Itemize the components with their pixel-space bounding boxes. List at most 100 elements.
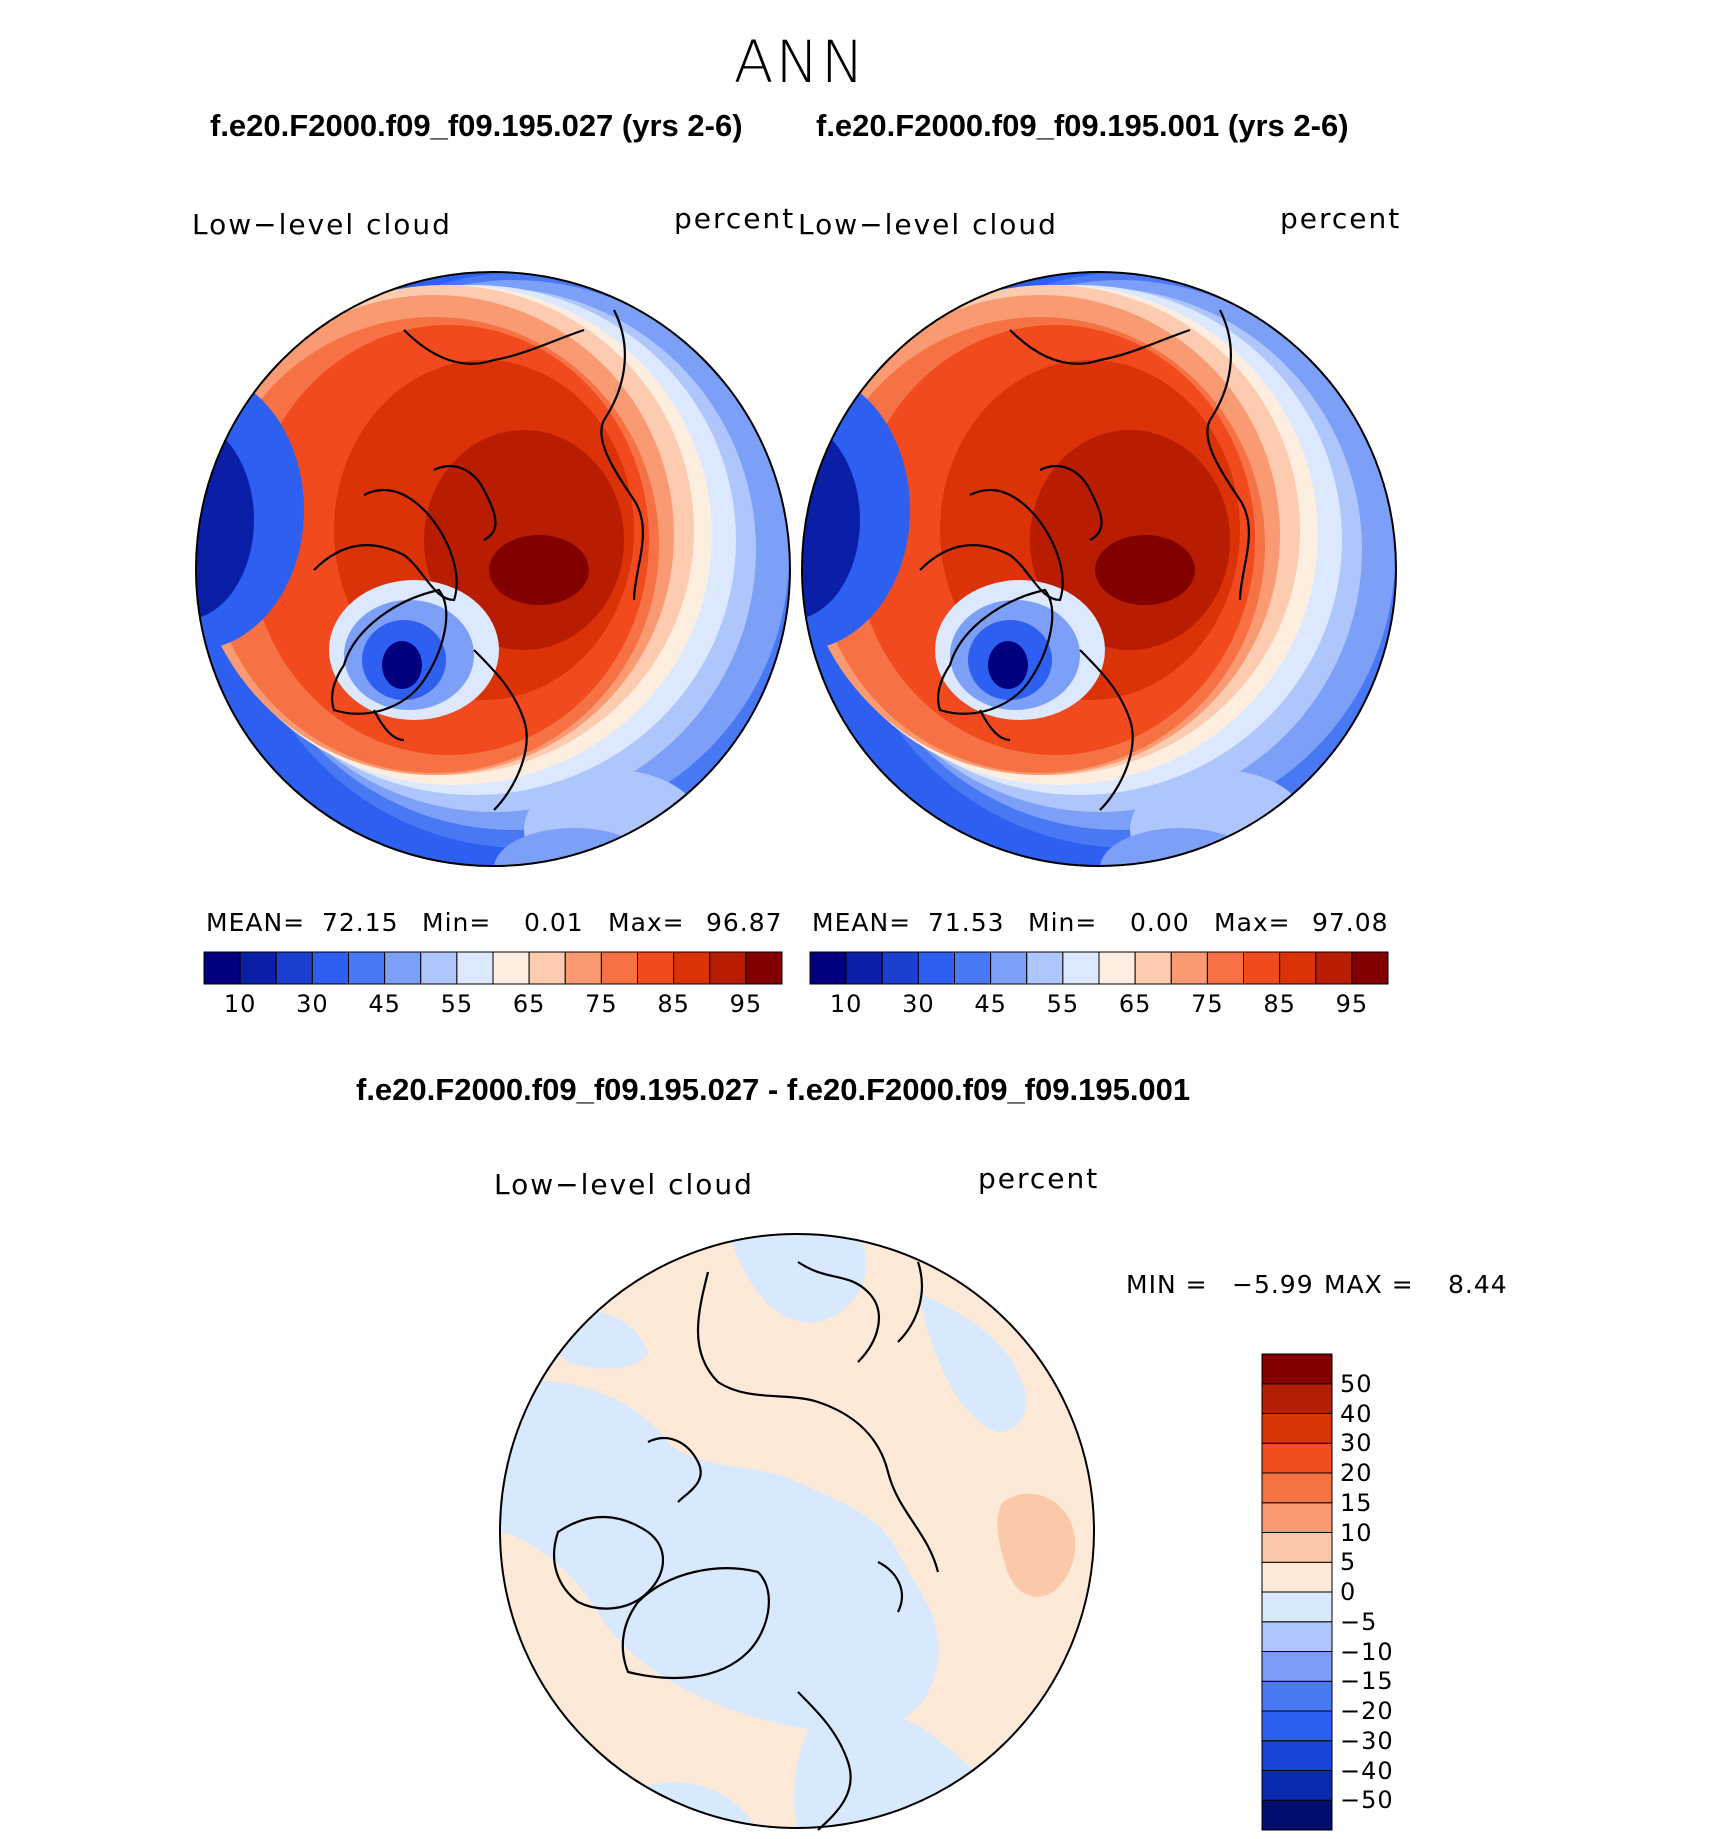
left-colorbar-swatch bbox=[673, 951, 711, 985]
right-colorbar bbox=[809, 951, 1389, 985]
left-mean-value: 72.15 bbox=[322, 908, 399, 937]
left-max-label: Max= bbox=[608, 908, 685, 937]
diff-colorbar-swatch bbox=[1261, 1799, 1333, 1831]
right-colorbar-ticks: 10 30 45 55 65 75 85 95 bbox=[810, 990, 1388, 1024]
left-min-label: Min= bbox=[422, 908, 492, 937]
left-colorbar-swatch bbox=[528, 951, 566, 985]
right-colorbar-swatch bbox=[1098, 951, 1136, 985]
left-colorbar-swatch bbox=[709, 951, 747, 985]
diff-colorbar bbox=[1261, 1353, 1333, 1831]
right-colorbar-tick-label: 45 bbox=[974, 990, 1007, 1018]
left-colorbar-swatch bbox=[637, 951, 675, 985]
left-colorbar-tick-label: 30 bbox=[296, 990, 329, 1018]
right-min-label: Min= bbox=[1028, 908, 1098, 937]
right-colorbar-swatch bbox=[1351, 951, 1389, 985]
diff-colorbar-swatch bbox=[1261, 1383, 1333, 1414]
left-colorbar-swatch bbox=[456, 951, 494, 985]
right-colorbar-swatch bbox=[1206, 951, 1244, 985]
right-colorbar-swatch bbox=[881, 951, 919, 985]
right-colorbar-swatch bbox=[954, 951, 992, 985]
right-colorbar-swatch bbox=[1026, 951, 1064, 985]
right-colorbar-swatch bbox=[990, 951, 1028, 985]
left-case-title: f.e20.F2000.f09_f09.195.027 (yrs 2-6) bbox=[210, 108, 743, 143]
left-colorbar-swatch bbox=[420, 951, 458, 985]
left-polar-map bbox=[195, 271, 791, 867]
diff-colorbar-swatch bbox=[1261, 1680, 1333, 1712]
diff-colorbar-tick-label: 40 bbox=[1340, 1399, 1373, 1428]
diff-case-title: f.e20.F2000.f09_f09.195.027 - f.e20.F200… bbox=[356, 1072, 1191, 1107]
diff-colorbar-tick-label: 10 bbox=[1340, 1518, 1373, 1547]
left-colorbar-ticks: 10 30 45 55 65 75 85 95 bbox=[204, 990, 782, 1024]
left-colorbar-swatch bbox=[564, 951, 602, 985]
right-colorbar-swatch bbox=[1170, 951, 1208, 985]
diff-colorbar-swatch bbox=[1261, 1353, 1333, 1385]
left-colorbar-swatch bbox=[600, 951, 638, 985]
left-colorbar-tick-label: 85 bbox=[657, 990, 690, 1018]
diff-colorbar-swatch bbox=[1261, 1740, 1333, 1771]
right-units-label: percent bbox=[1280, 202, 1402, 235]
left-variable-label: Low−level cloud bbox=[192, 208, 452, 241]
diff-variable-label: Low−level cloud bbox=[494, 1168, 754, 1201]
diff-colorbar-tick-label: −15 bbox=[1340, 1667, 1394, 1696]
left-mean-label: MEAN= bbox=[206, 908, 306, 937]
right-colorbar-swatch bbox=[1062, 951, 1100, 985]
left-colorbar-swatch bbox=[348, 951, 386, 985]
diff-colorbar-swatch bbox=[1261, 1591, 1333, 1623]
left-colorbar-tick-label: 45 bbox=[368, 990, 401, 1018]
diff-colorbar-tick-label: 5 bbox=[1340, 1548, 1357, 1577]
diff-colorbar-swatch bbox=[1261, 1621, 1333, 1652]
left-colorbar-swatch bbox=[203, 951, 241, 985]
right-colorbar-swatch bbox=[1243, 951, 1281, 985]
diff-colorbar-swatch bbox=[1261, 1770, 1333, 1801]
diff-colorbar-tick-label: −5 bbox=[1340, 1607, 1378, 1636]
diff-polar-map bbox=[499, 1233, 1095, 1831]
right-mean-label: MEAN= bbox=[812, 908, 912, 937]
diff-colorbar-tick-label: 50 bbox=[1340, 1369, 1373, 1398]
right-colorbar-tick-label: 75 bbox=[1191, 990, 1224, 1018]
right-colorbar-tick-label: 95 bbox=[1335, 990, 1369, 1018]
left-units-label: percent bbox=[674, 202, 796, 235]
diff-max-label: MAX = bbox=[1324, 1270, 1414, 1299]
right-max-value: 97.08 bbox=[1312, 908, 1389, 937]
right-colorbar-swatch bbox=[917, 951, 955, 985]
diff-colorbar-tick-label: −50 bbox=[1340, 1786, 1394, 1815]
diff-colorbar-swatch bbox=[1261, 1442, 1333, 1474]
diff-colorbar-tick-label: 30 bbox=[1340, 1429, 1373, 1458]
left-colorbar-swatch bbox=[492, 951, 530, 985]
diff-colorbar-ticks: 50 40 30 20 15 10 5 0 −5 −10 −15 −20 −30 −40 −50 bbox=[1340, 1354, 1430, 1830]
right-colorbar-swatch bbox=[809, 951, 847, 985]
left-colorbar-tick-label: 95 bbox=[729, 990, 763, 1018]
left-min-value: 0.01 bbox=[524, 908, 584, 937]
left-colorbar-tick-label: 55 bbox=[440, 990, 474, 1018]
right-colorbar-swatch bbox=[1279, 951, 1317, 985]
diff-colorbar-swatch bbox=[1261, 1532, 1333, 1563]
diff-units-label: percent bbox=[978, 1162, 1100, 1195]
right-mean-value: 71.53 bbox=[928, 908, 1005, 937]
left-colorbar-swatch bbox=[239, 951, 277, 985]
figure-title: ANN bbox=[733, 28, 867, 96]
right-max-label: Max= bbox=[1214, 908, 1291, 937]
right-case-title: f.e20.F2000.f09_f09.195.001 (yrs 2-6) bbox=[816, 108, 1349, 143]
diff-colorbar-swatch bbox=[1261, 1413, 1333, 1444]
left-colorbar-swatch bbox=[745, 951, 783, 985]
right-colorbar-tick-label: 85 bbox=[1263, 990, 1296, 1018]
left-colorbar-swatch bbox=[275, 951, 313, 985]
left-colorbar-swatch bbox=[384, 951, 422, 985]
left-max-value: 96.87 bbox=[706, 908, 783, 937]
diff-colorbar-swatch bbox=[1261, 1502, 1333, 1533]
diff-colorbar-swatch bbox=[1261, 1651, 1333, 1682]
diff-min-label: MIN = bbox=[1126, 1270, 1208, 1299]
left-colorbar-tick-label: 65 bbox=[512, 990, 546, 1018]
right-colorbar-tick-label: 65 bbox=[1118, 990, 1152, 1018]
right-colorbar-tick-label: 10 bbox=[829, 990, 863, 1018]
right-variable-label: Low−level cloud bbox=[798, 208, 1058, 241]
diff-colorbar-swatch bbox=[1261, 1561, 1333, 1593]
right-polar-map bbox=[801, 271, 1397, 867]
diff-colorbar-tick-label: −10 bbox=[1340, 1637, 1394, 1666]
left-colorbar bbox=[203, 951, 783, 985]
diff-max-value: 8.44 bbox=[1448, 1270, 1508, 1299]
diff-colorbar-swatch bbox=[1261, 1710, 1333, 1742]
diff-colorbar-tick-label: 20 bbox=[1340, 1459, 1373, 1487]
right-colorbar-tick-label: 30 bbox=[902, 990, 935, 1018]
left-colorbar-tick-label: 10 bbox=[223, 990, 257, 1018]
